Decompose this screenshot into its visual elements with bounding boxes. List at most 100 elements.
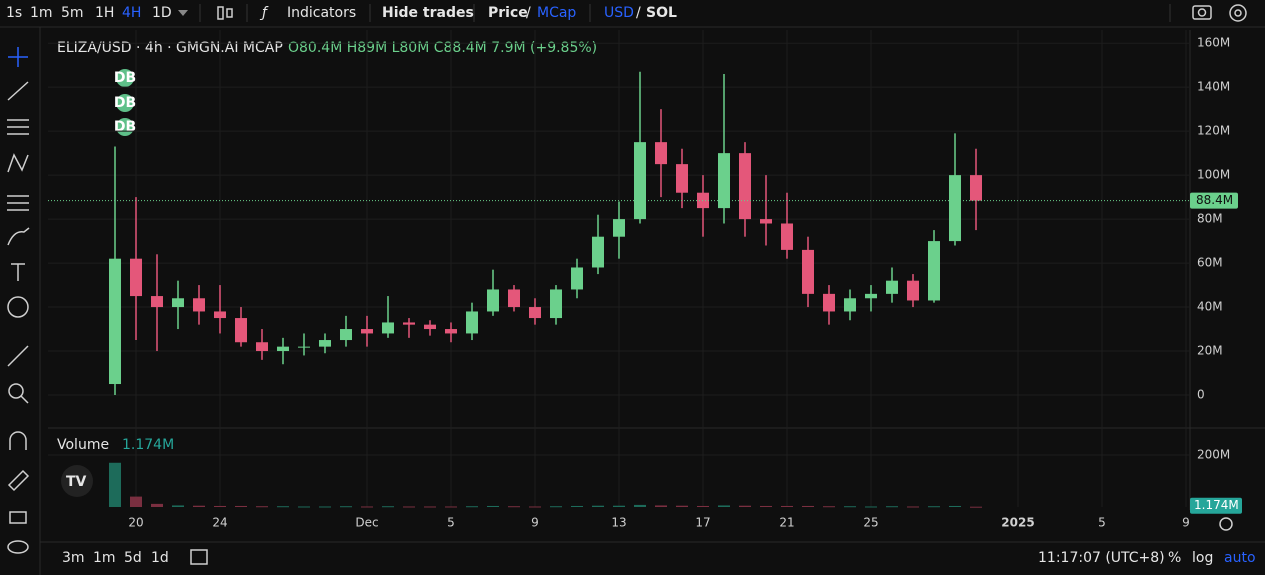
- y-tick-label: 0: [1197, 388, 1205, 402]
- volume-label: Volume: [57, 437, 109, 453]
- tv-logo[interactable]: [61, 465, 93, 497]
- auto-toggle[interactable]: auto: [1224, 550, 1256, 566]
- candle-body: [130, 258, 142, 297]
- volume-bar: [886, 506, 898, 508]
- candle-body: [886, 280, 898, 294]
- marker-label: DB: [114, 119, 136, 135]
- candle-body: [445, 329, 457, 334]
- separator: /: [526, 5, 531, 21]
- candle-body: [235, 318, 247, 343]
- candle-body: [655, 142, 667, 165]
- candle-body: [382, 322, 394, 334]
- candle-body: [466, 311, 478, 334]
- candle-body: [571, 267, 583, 290]
- sol-toggle[interactable]: SOL: [646, 5, 677, 21]
- volume-bar: [508, 506, 520, 508]
- x-tick-label: 9: [1182, 516, 1190, 530]
- x-tick-label: 5: [447, 516, 455, 530]
- candle-body: [487, 289, 499, 312]
- volume-bar: [760, 505, 772, 507]
- y-tick-label: 120M: [1197, 124, 1230, 138]
- y-tick-label: 20M: [1197, 344, 1223, 358]
- volume-bar: [802, 505, 814, 507]
- interval[interactable]: 5m: [61, 5, 84, 21]
- x-tick-label: 13: [611, 516, 626, 530]
- volume-bar: [781, 505, 793, 507]
- last-price-tag: [1190, 192, 1238, 209]
- volume-bar: [697, 505, 709, 507]
- price-toggle[interactable]: Price: [488, 5, 528, 21]
- volume-bar: [361, 506, 373, 508]
- indicators-button[interactable]: Indicators: [287, 5, 356, 21]
- y-tick-label: 100M: [1197, 168, 1230, 182]
- candle-body: [319, 340, 331, 347]
- volume-bar: [865, 506, 877, 508]
- log-toggle[interactable]: log: [1192, 550, 1213, 566]
- interval[interactable]: 1s: [6, 5, 22, 21]
- volume-bar: [529, 506, 541, 508]
- candle-body: [508, 289, 520, 308]
- range-button[interactable]: 3m: [62, 550, 85, 566]
- marker-label: DB: [114, 95, 136, 111]
- x-tick-label: Dec: [355, 516, 378, 530]
- percent-toggle[interactable]: %: [1168, 550, 1181, 566]
- chart-title: ELIZA/USD · 4h · GMGN.AI MCAP: [57, 40, 283, 56]
- candle-body: [949, 175, 961, 242]
- tv-logo-text: TV: [66, 474, 87, 490]
- plot: 20 24 Dec 5 9 13 17 21 25 2025 5 9 0 20M 40M 60M 80M 100M…: [48, 30, 1242, 530]
- axis-settings-icon[interactable]: [1219, 517, 1233, 531]
- settings-icon[interactable]: [1229, 4, 1247, 22]
- volume-bar: [550, 506, 562, 508]
- volume-last: 1.174M: [122, 437, 174, 453]
- candle-body: [676, 164, 688, 193]
- candle-body: [760, 219, 772, 224]
- camera-icon[interactable]: [1192, 5, 1212, 20]
- marker[interactable]: [116, 69, 134, 87]
- y-tick-label: 40M: [1197, 300, 1223, 314]
- volume-bar: [676, 505, 688, 507]
- candle-body: [193, 298, 205, 312]
- separator: /: [636, 5, 641, 21]
- volume-bar: [844, 506, 856, 508]
- mcap-toggle[interactable]: MCap: [537, 5, 576, 21]
- toolbar-separators: [199, 4, 1171, 22]
- fx-icon[interactable]: ƒ: [259, 5, 269, 21]
- chart-type-icon[interactable]: [217, 6, 233, 20]
- volume-bar: [235, 505, 247, 507]
- date-range-icon[interactable]: [190, 549, 208, 565]
- range-button[interactable]: 1m: [93, 550, 116, 566]
- y-tick-label: 80M: [1197, 212, 1223, 226]
- marker[interactable]: [116, 94, 134, 112]
- candle-body: [256, 342, 268, 352]
- volume-bar: [592, 505, 604, 507]
- volume-bar: [298, 506, 310, 508]
- usd-toggle[interactable]: USD: [604, 5, 634, 21]
- interval[interactable]: 1D: [152, 5, 172, 21]
- volume-bar: [655, 505, 667, 507]
- volume-bar: [907, 506, 919, 508]
- volume-bar: [277, 506, 289, 508]
- candle-body: [298, 346, 310, 348]
- candle-body: [970, 175, 982, 201]
- volume-bar: [382, 506, 394, 508]
- marker-label: DB: [114, 70, 136, 86]
- drawing-tools[interactable]: [7, 47, 30, 554]
- volume-bar: [487, 505, 499, 507]
- candle-body: [613, 219, 625, 237]
- interval[interactable]: 1m: [30, 5, 53, 21]
- y-tick-label: 140M: [1197, 80, 1230, 94]
- range-button[interactable]: 5d: [124, 550, 142, 566]
- hide-trades-button[interactable]: Hide trades: [382, 5, 474, 21]
- volume-bar: [970, 506, 982, 508]
- candle-body: [361, 329, 373, 334]
- dropdown-icon[interactable]: [178, 10, 188, 16]
- volume-bar: [718, 505, 730, 507]
- x-tick-label: 17: [695, 516, 710, 530]
- volume-bar: [739, 505, 751, 507]
- interval[interactable]: 1H: [95, 5, 114, 21]
- range-button[interactable]: 1d: [151, 550, 169, 566]
- volume-bar: [319, 506, 331, 508]
- interval-active[interactable]: 4H: [122, 5, 141, 21]
- volume-bar: [928, 506, 940, 508]
